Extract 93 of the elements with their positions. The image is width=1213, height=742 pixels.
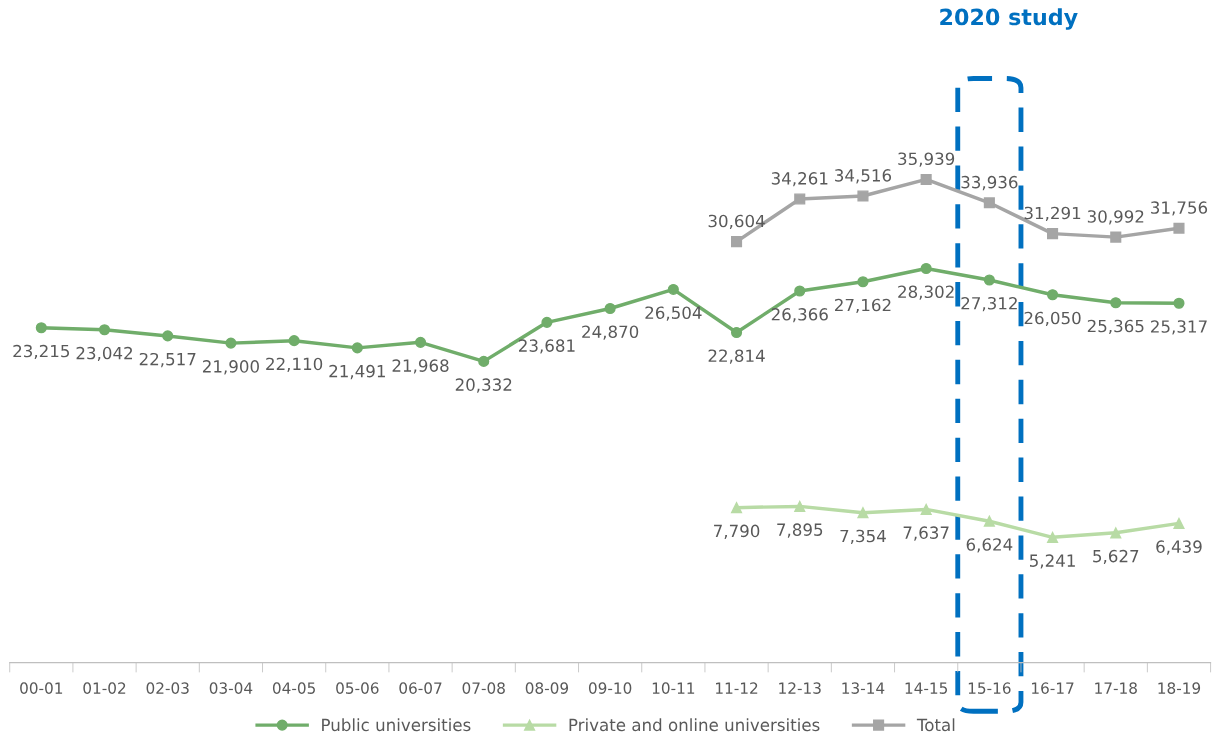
point: [857, 190, 869, 202]
point: [983, 515, 995, 527]
point: [1047, 289, 1059, 301]
data-label: 7,790: [714, 524, 760, 539]
x-tick-label: 06-07: [399, 682, 442, 694]
data-label: 34,516: [835, 169, 892, 184]
data-label: 23,042: [76, 346, 132, 362]
point: [288, 335, 300, 347]
point: [541, 316, 553, 328]
data-label: 26,366: [771, 308, 828, 323]
point: [162, 330, 174, 342]
x-tick-label: 04-05: [272, 682, 315, 694]
point: [730, 502, 743, 514]
point: [920, 503, 932, 515]
x-tick-label: 13-14: [842, 682, 885, 694]
data-label: 6,439: [1156, 540, 1202, 555]
point: [667, 283, 679, 295]
data-label: 31,291: [1024, 206, 1081, 221]
x-tick-label: 16-17: [1032, 682, 1074, 694]
x-tick-label: 03-04: [209, 682, 253, 694]
point: [1110, 527, 1122, 539]
data-label: 25,365: [1087, 319, 1144, 334]
data-label: 7,354: [840, 529, 886, 544]
point: [794, 285, 806, 297]
point: [920, 262, 932, 275]
data-label: 21,968: [392, 359, 449, 374]
data-label: 23,681: [519, 339, 575, 354]
x-tick-label: 08-09: [525, 682, 569, 694]
data-label: 5,627: [1093, 549, 1139, 565]
point: [1110, 231, 1122, 243]
point: [1110, 297, 1122, 309]
data-label: 30,604: [708, 214, 765, 229]
x-tick-label: 17-18: [1095, 682, 1137, 694]
legend-label: Private and online universities: [569, 718, 820, 732]
data-label: 20,332: [455, 378, 512, 393]
data-label: 31,756: [1151, 201, 1208, 216]
point: [1173, 222, 1185, 234]
data-label: 24,870: [582, 325, 639, 340]
point: [983, 197, 995, 209]
x-tick-label: 00-01: [20, 682, 63, 694]
data-label: 25,317: [1151, 320, 1207, 335]
point: [1047, 531, 1059, 543]
point: [351, 342, 363, 354]
data-label: 26,504: [645, 306, 702, 321]
point: [225, 337, 237, 349]
data-label: 26,050: [1024, 311, 1081, 326]
point: [1173, 297, 1185, 309]
x-tick-label: 10-11: [652, 682, 695, 694]
point: [35, 322, 47, 334]
data-label: 34,261: [771, 172, 828, 187]
data-label: 28,302: [898, 285, 954, 300]
point: [478, 355, 490, 367]
x-tick-label: 12-13: [779, 682, 821, 694]
point: [857, 507, 869, 519]
data-label: 22,814: [708, 349, 765, 364]
text: 2020 study: [940, 8, 1078, 30]
legend-label: Public universities: [322, 718, 471, 732]
x-tick-label: 09-10: [588, 682, 632, 694]
data-label: 23,215: [13, 344, 70, 360]
point: [730, 236, 743, 248]
data-label: 21,491: [329, 364, 385, 380]
data-label: 27,162: [835, 298, 891, 314]
data-label: 35,939: [898, 152, 955, 167]
x-tick-label: 05-06: [336, 682, 379, 694]
x-tick-label: 11-12: [716, 682, 758, 694]
x-tick-label: 14-15: [905, 682, 948, 694]
data-label: 5,241: [1029, 554, 1075, 569]
data-label: 22,517: [139, 352, 196, 368]
point: [794, 193, 806, 205]
x-tick-label: 07-08: [462, 682, 505, 694]
point: [920, 173, 932, 185]
point: [730, 326, 743, 339]
point: [983, 274, 995, 286]
point: [604, 302, 616, 315]
point: [794, 500, 806, 512]
data-label: 7,895: [777, 523, 823, 538]
data-label: 6,624: [966, 538, 1013, 553]
x-tick-label: 15-16: [968, 682, 1011, 694]
data-label: 30,992: [1087, 210, 1144, 225]
data-label: 33,936: [961, 175, 1018, 191]
data-label: 7,637: [903, 526, 949, 541]
point: [1047, 228, 1059, 240]
x-tick-label: 01-02: [83, 682, 126, 694]
x-tick-label: 18-19: [1158, 682, 1201, 694]
point: [414, 336, 427, 348]
x-tick-label: 02-03: [146, 682, 189, 694]
point: [1173, 517, 1185, 529]
data-label: 27,312: [961, 296, 1017, 312]
data-label: 22,110: [266, 357, 323, 372]
point: [98, 324, 111, 336]
point: [857, 276, 869, 288]
legend-label: Total: [916, 718, 955, 732]
data-label: 21,900: [202, 360, 259, 375]
